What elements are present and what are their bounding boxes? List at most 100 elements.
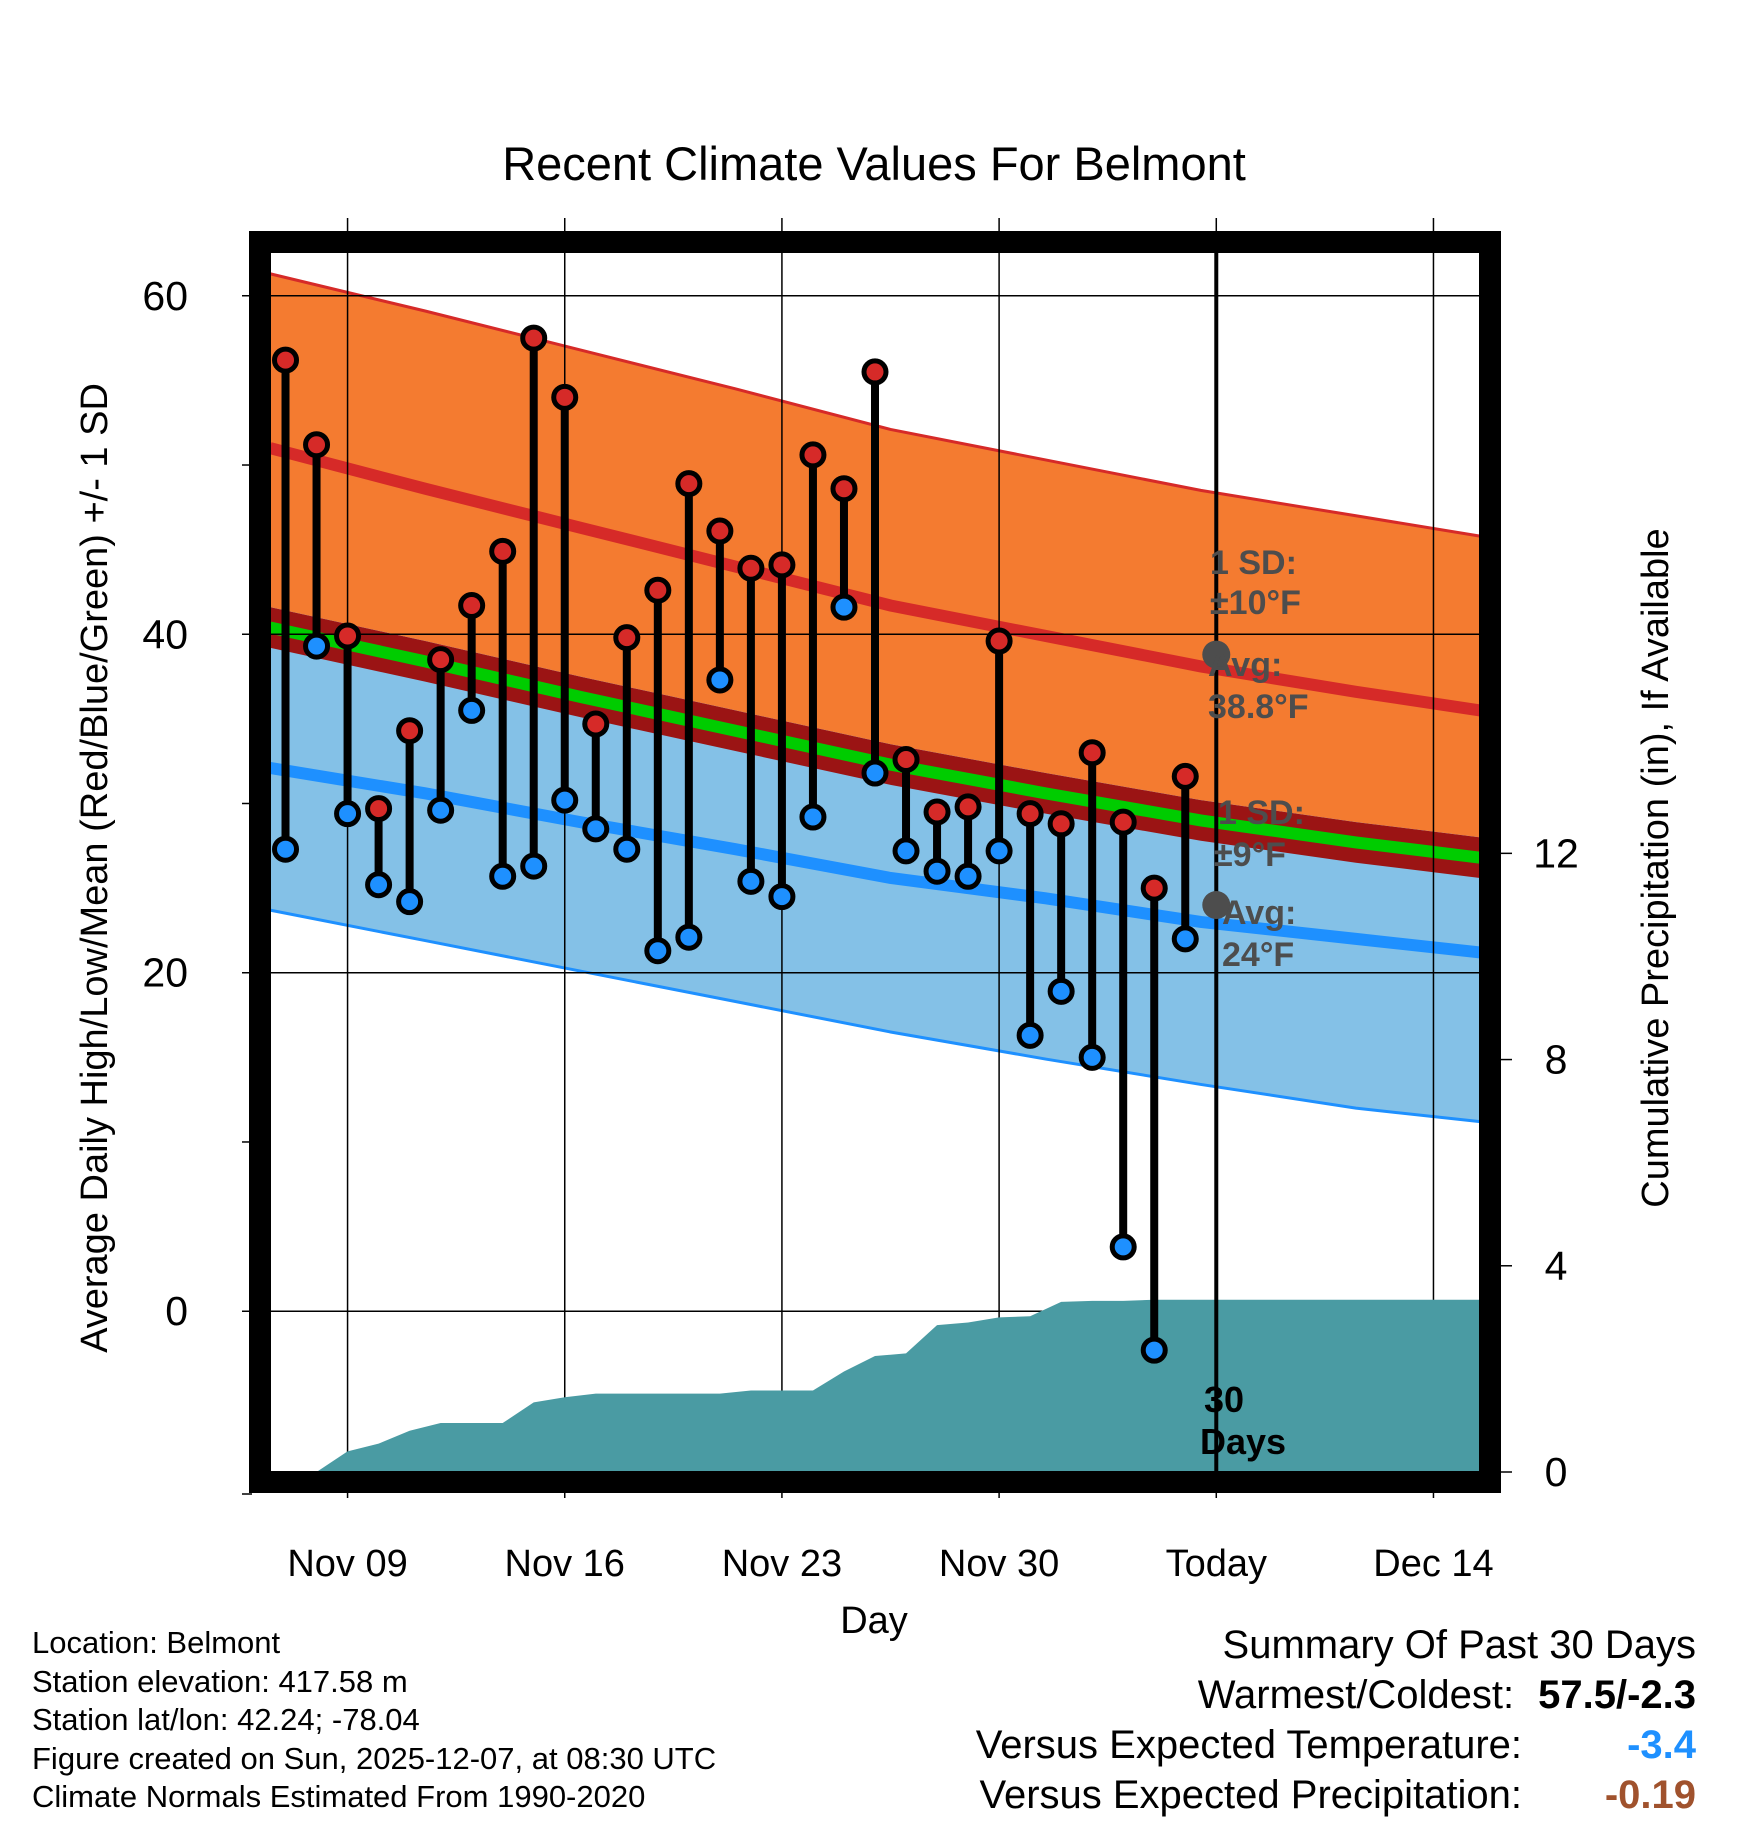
warm-cold-label: Warmest/Coldest: — [1197, 1673, 1515, 1717]
low-dot — [799, 803, 827, 831]
x-tick-label: Nov 16 — [505, 1543, 625, 1585]
high-dot — [520, 324, 548, 352]
summary-panel: Summary Of Past 30 Days Warmest/Coldest:… — [976, 1620, 1696, 1820]
high-dot — [706, 517, 734, 545]
low-dot — [1171, 925, 1199, 953]
high-dot — [427, 646, 455, 674]
high-dot — [1047, 810, 1075, 838]
low-avg-marker — [1202, 891, 1231, 920]
low-dot — [1078, 1043, 1106, 1071]
low-avg-label: Avg: — [1222, 894, 1296, 932]
low-dot — [489, 862, 517, 890]
high-dot — [830, 475, 858, 503]
y-right-tick-label: 0 — [1545, 1449, 1568, 1495]
latlon-text: Station lat/lon: 42.24; -78.04 — [32, 1702, 420, 1737]
high-upper-line — [269, 272, 1481, 538]
high-mean-line — [268, 442, 1481, 717]
summary-precip: Versus Expected Precipitation: -0.19 — [976, 1770, 1696, 1820]
high-dot — [1171, 762, 1199, 790]
high-dot — [303, 431, 331, 459]
high-dot — [1109, 808, 1137, 836]
low-dot — [272, 835, 300, 863]
daily-stems — [281, 338, 1190, 1351]
low-sd-value: ±9°F — [1214, 836, 1286, 874]
y-left-tick-label: 0 — [165, 1288, 188, 1334]
low-dot — [551, 786, 579, 814]
low-sd-label: 1 SD: — [1218, 794, 1305, 832]
low-dot — [520, 852, 548, 880]
x-tick-label: Nov 09 — [287, 1543, 407, 1585]
y-left-tick-label: 60 — [142, 273, 188, 319]
low-dot — [1047, 977, 1075, 1005]
high-dot — [396, 717, 424, 745]
high-dot — [892, 745, 920, 773]
low-dot — [458, 696, 486, 724]
x-tick-label: Today — [1166, 1543, 1267, 1585]
high-dot — [613, 624, 641, 652]
low-dot — [675, 923, 703, 951]
precip-layer — [270, 1299, 1480, 1472]
low-dot — [706, 666, 734, 694]
window-unit: Days — [1200, 1421, 1286, 1462]
normals-text: Climate Normals Estimated From 1990-2020 — [32, 1779, 646, 1814]
high-dot — [365, 795, 393, 823]
y-right-tick-label: 4 — [1545, 1243, 1568, 1289]
summary-title: Summary Of Past 30 Days — [1222, 1623, 1696, 1667]
y-left-tick-label: 40 — [142, 611, 188, 657]
low-dot — [365, 871, 393, 899]
high-dot — [644, 576, 672, 604]
summary-temp: Versus Expected Temperature: -3.4 — [976, 1720, 1696, 1770]
high-dot — [582, 710, 610, 738]
high-dot — [985, 627, 1013, 655]
low-lower-line — [269, 908, 1481, 1124]
high-dot — [489, 537, 517, 565]
high-dot — [768, 551, 796, 579]
high-sd-label: 1 SD: — [1210, 544, 1297, 582]
precip-area — [270, 1299, 1480, 1472]
high-avg-marker — [1202, 640, 1231, 669]
low-dot — [830, 593, 858, 621]
low-dot — [861, 759, 889, 787]
high-dot — [551, 383, 579, 411]
y-axis-left-label: Average Daily High/Low/Mean (Red/Blue/Gr… — [74, 383, 116, 1353]
precip-value: -0.19 — [1604, 1773, 1696, 1817]
high-dot — [1016, 800, 1044, 828]
low-dot — [303, 632, 331, 660]
created-text: Figure created on Sun, 2025-12-07, at 08… — [32, 1740, 717, 1776]
y-left-tick-label: 20 — [142, 950, 188, 996]
high-avg-value: 38.8°F — [1208, 688, 1309, 726]
high-dot — [675, 470, 703, 498]
low-sd-band — [270, 607, 1480, 1122]
y-right-tick-label: 12 — [1533, 830, 1579, 876]
elevation-text: Station elevation: 417.58 m — [32, 1663, 408, 1699]
low-dot — [1109, 1233, 1137, 1261]
high-dot — [1140, 874, 1168, 902]
y-axis-right-label: Cumulative Precipitation (in), If Availa… — [1635, 528, 1677, 1207]
y-right-tick-label: 8 — [1545, 1037, 1568, 1083]
high-avg-label: Avg: — [1208, 646, 1282, 684]
low-dot — [334, 800, 362, 828]
temp-value: -3.4 — [1627, 1723, 1696, 1767]
high-sd-value: ±10°F — [1210, 584, 1301, 622]
plot-frame — [249, 231, 1501, 1493]
low-dot — [954, 862, 982, 890]
low-dot — [396, 888, 424, 916]
low-dot — [923, 857, 951, 885]
summary-warm-cold: Warmest/Coldest: 57.5/-2.3 — [976, 1670, 1696, 1720]
station-info: Location: Belmont Station elevation: 417… — [32, 1624, 716, 1817]
warm-cold-value: 57.5/-2.3 — [1538, 1673, 1696, 1717]
low-mean-line — [269, 762, 1481, 959]
daily-dots — [272, 324, 1199, 1364]
low-dot — [737, 867, 765, 895]
low-dot — [1140, 1336, 1168, 1364]
high-dot — [334, 622, 362, 650]
high-dot — [861, 358, 889, 386]
low-dot — [582, 815, 610, 843]
x-tick-label: Nov 30 — [939, 1543, 1059, 1585]
low-dot — [985, 837, 1013, 865]
x-tick-label: Dec 14 — [1373, 1543, 1493, 1585]
low-dot — [613, 835, 641, 863]
low-dot — [892, 837, 920, 865]
